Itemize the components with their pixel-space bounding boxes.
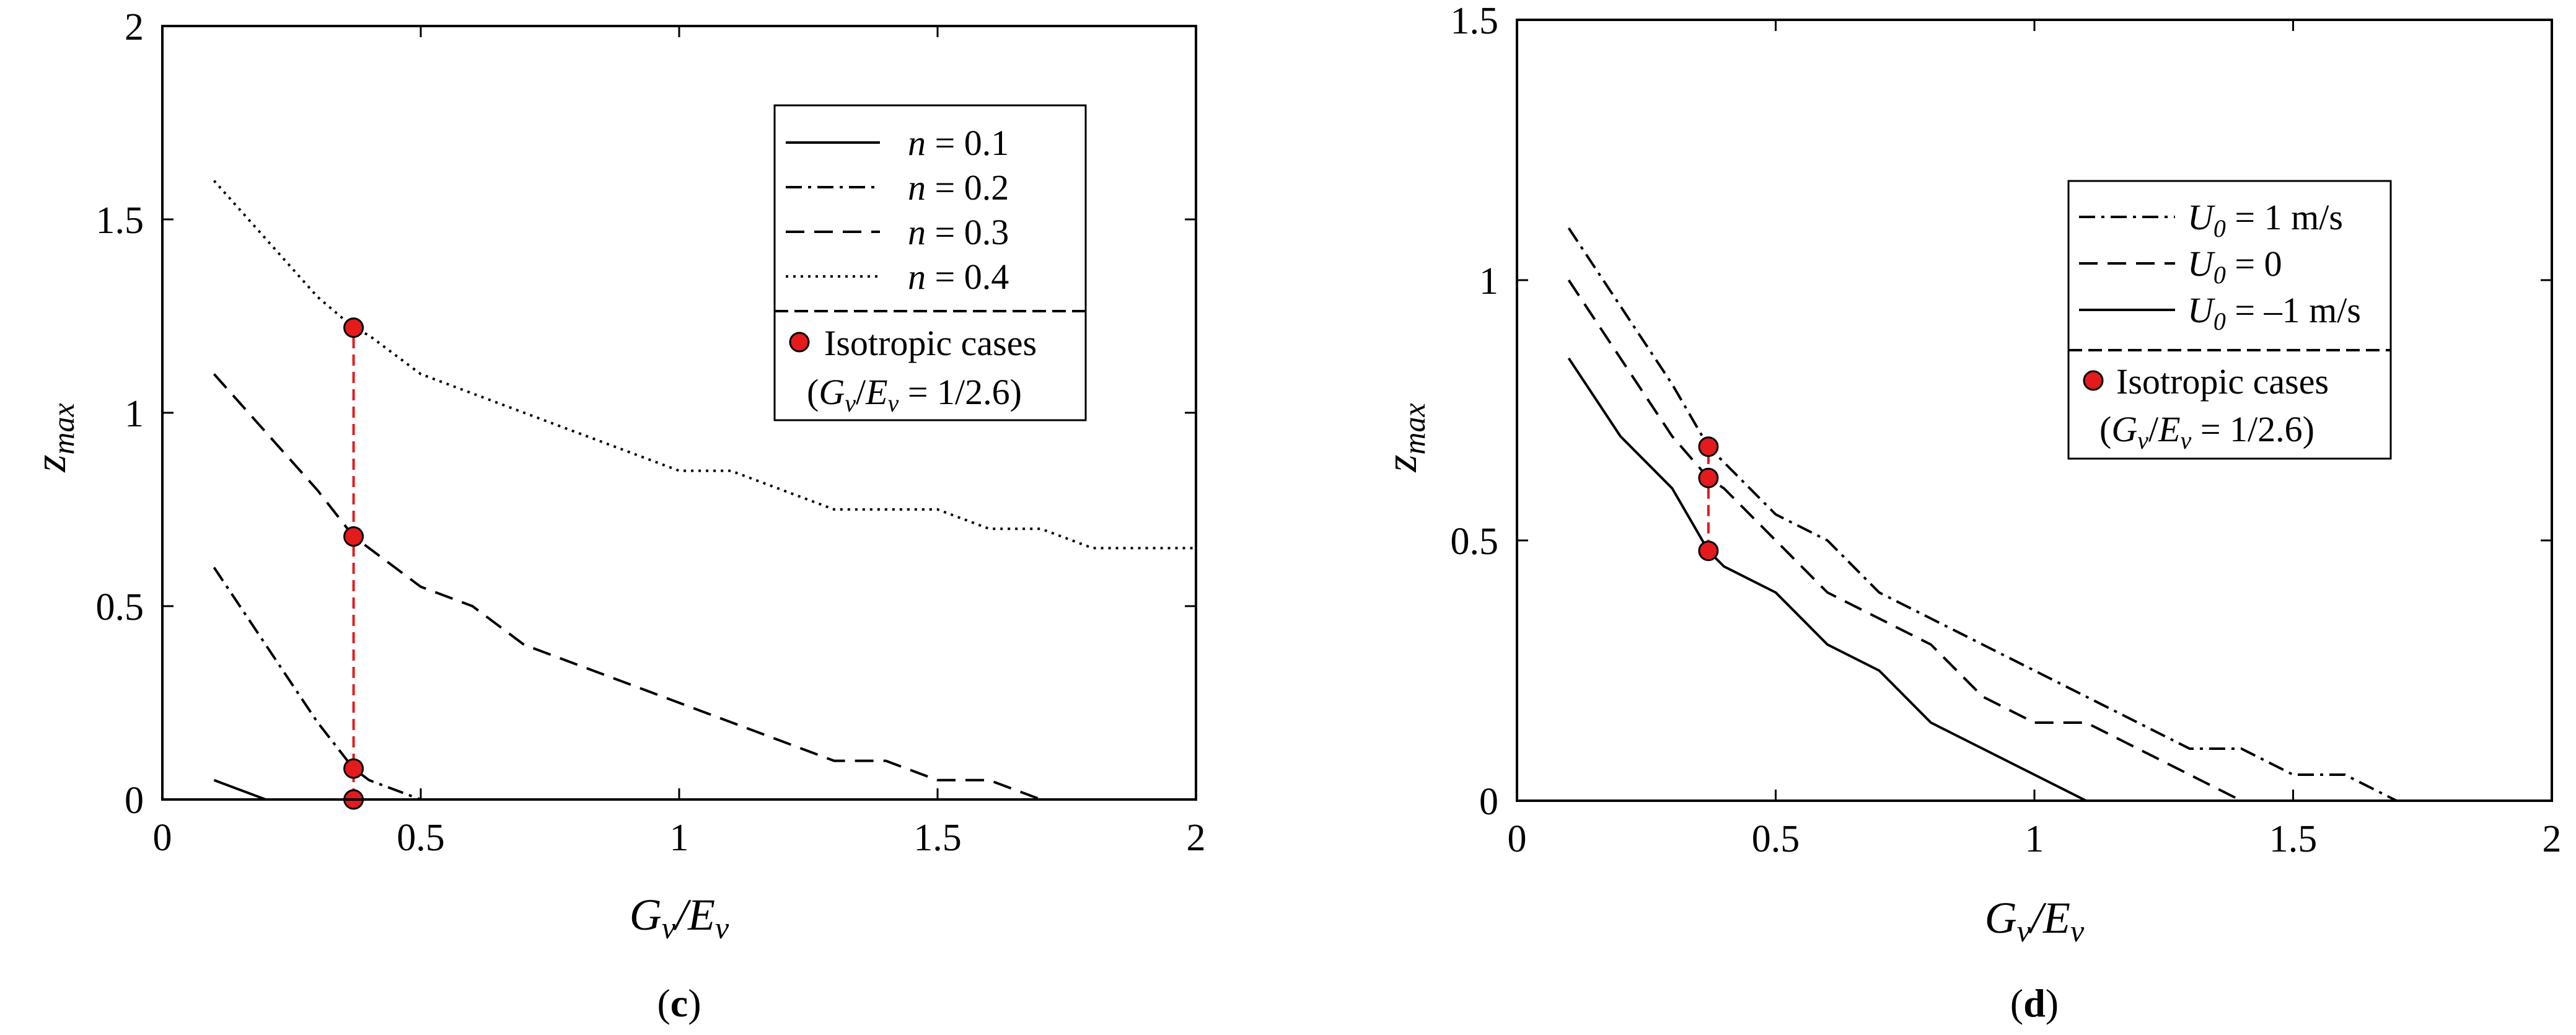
y-tick-label-c-1: 1 <box>125 393 144 435</box>
isotropic-marker-c-2 <box>343 758 364 779</box>
isotropic-marker-c-4 <box>343 317 364 338</box>
legend-label-n02: n = 0.2 <box>908 167 1009 208</box>
x-tick-label-d-1: 1 <box>2025 818 2044 860</box>
legend-label-n01: n = 0.1 <box>908 123 1009 163</box>
legend-marker-isotropic-c <box>789 332 810 353</box>
legend-marker-isotropic-d <box>2083 370 2104 391</box>
legend-c: n = 0.1 n = 0.2 n = 0.3 n = 0.4 Isotropi… <box>773 104 1087 421</box>
isotropic-marker-d-3 <box>1698 436 1719 457</box>
y-tick-label-c-0: 0 <box>125 780 144 822</box>
panel-label-c: (c) <box>657 981 701 1025</box>
x-tick-label-d-2: 2 <box>2543 818 2562 860</box>
legend-d: U0 = 1 m/s U0 = 0 U0 = –1 m/s Isotropic … <box>2067 180 2392 460</box>
isotropic-marker-c-3 <box>343 526 364 547</box>
x-tick-label-c-1: 1 <box>670 817 689 859</box>
y-tick-label-d-0: 0 <box>1479 781 1498 823</box>
y-tick-label-c-0-5: 0.5 <box>96 586 144 628</box>
y-tick-label-d-1: 1 <box>1479 260 1498 302</box>
x-tick-label-d-0: 0 <box>1508 818 1527 860</box>
y-tick-label-d-0-5: 0.5 <box>1451 521 1499 563</box>
x-tick-label-d-0-5: 0.5 <box>1752 818 1800 860</box>
legend-box-d <box>2067 180 2392 460</box>
x-tick-label-c-1-5: 1.5 <box>913 817 962 859</box>
y-tick-label-c-2: 2 <box>125 6 144 48</box>
x-tick-label-c-0-5: 0.5 <box>397 817 445 859</box>
isotropic-marker-d-1 <box>1698 540 1719 562</box>
chart-panel-c: 0 0.5 1 1.5 2 0 0.5 1 1.5 2 zmax Gv/Ev (c) n = 0.… <box>25 6 1206 1025</box>
legend-label-ratio-c: (Gv/Ev = 1/2.6) <box>807 372 1022 417</box>
y-tick-label-d-1-5: 1.5 <box>1451 0 1499 42</box>
legend-label-u0-neg1: U0 = –1 m/s <box>2187 290 2361 335</box>
legend-label-ratio-d: (Gv/Ev = 1/2.6) <box>2099 409 2314 454</box>
series-line-d-3 <box>1567 357 2552 802</box>
x-tick-label-d-1-5: 1.5 <box>2269 818 2318 860</box>
isotropic-marker-d-2 <box>1698 467 1719 488</box>
legend-label-u0-zero: U0 = 0 <box>2187 244 2282 289</box>
y-axis-label-d: zmax <box>1376 403 1431 472</box>
series-line-d-2 <box>1567 279 2552 802</box>
legend-label-isotropic-c: Isotropic cases <box>824 323 1037 363</box>
legend-label-isotropic-d: Isotropic cases <box>2116 361 2329 402</box>
legend-label-n03: n = 0.3 <box>908 212 1009 252</box>
x-axis-label-c: Gv/Ev <box>630 890 729 945</box>
legend-box-c <box>773 104 1087 421</box>
y-axis-label-c: zmax <box>25 403 81 472</box>
y-tick-label-c-1-5: 1.5 <box>96 200 144 242</box>
x-axis-label-d: Gv/Ev <box>1985 893 2085 948</box>
chart-panel-d: 0 0.5 1 1.5 2 0 0.5 1 1.5 zmax Gv/Ev (d) U0 = 1 … <box>1376 0 2562 1025</box>
panel-label-d: (d) <box>2010 981 2059 1025</box>
x-tick-label-c-2: 2 <box>1187 817 1206 859</box>
legend-label-u0-pos1: U0 = 1 m/s <box>2187 197 2343 242</box>
legend-label-n04: n = 0.4 <box>908 257 1009 297</box>
x-tick-label-c-0: 0 <box>153 817 172 859</box>
